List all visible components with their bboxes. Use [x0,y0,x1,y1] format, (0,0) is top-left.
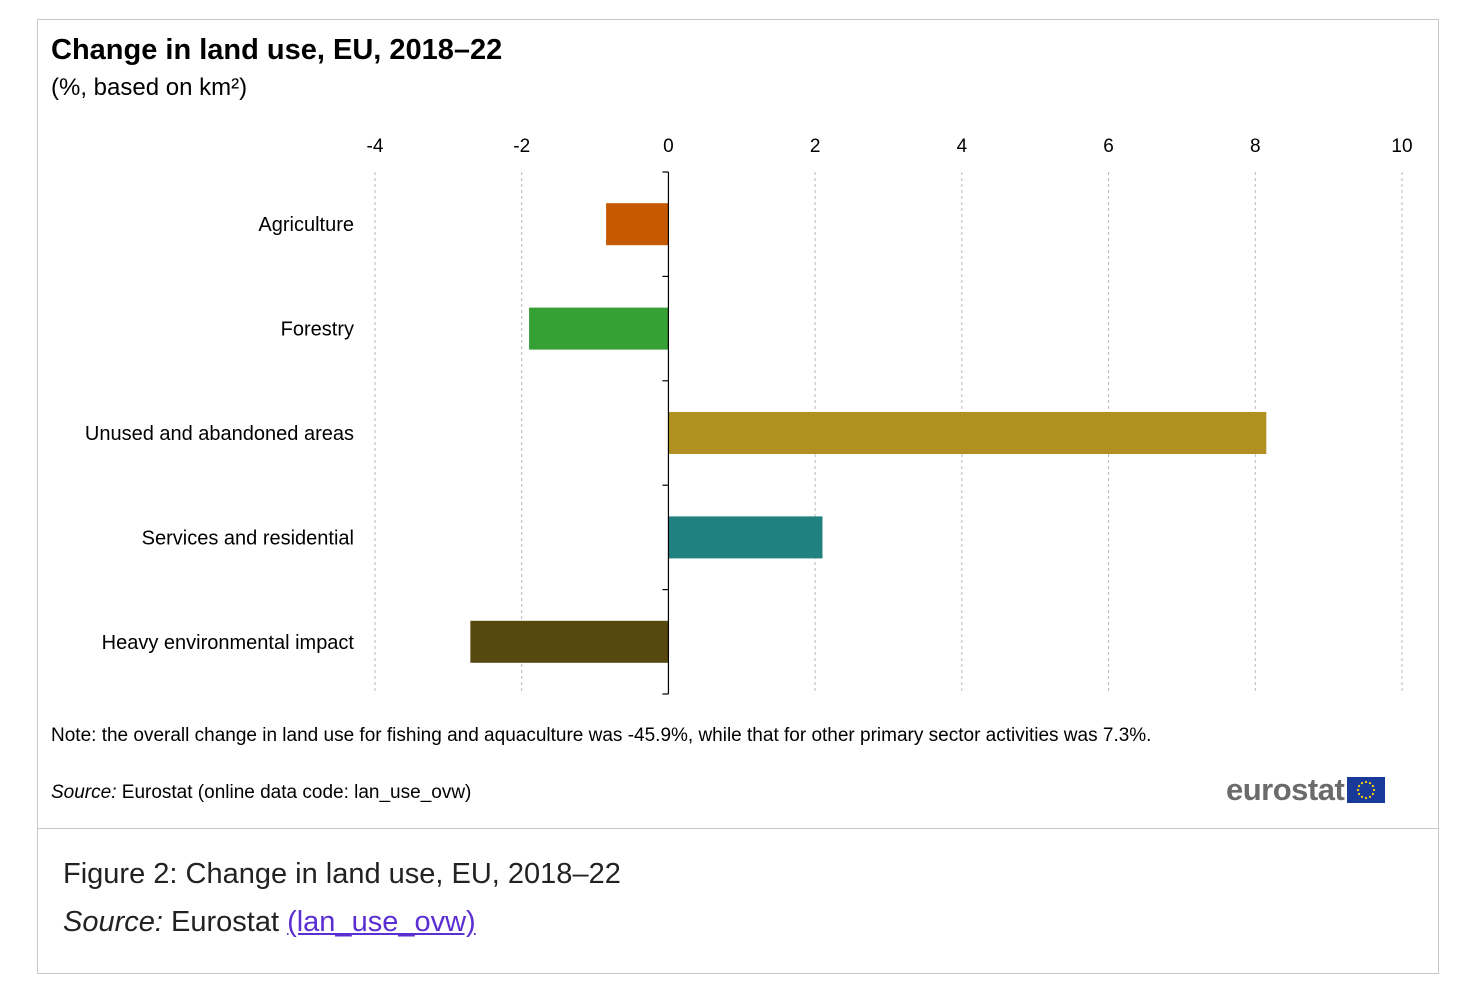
figure-caption-source: Source: Eurostat (lan_use_ovw) [63,906,476,939]
lan-use-ovw-link[interactable]: (lan_use_ovw) [287,906,476,938]
bar [470,620,669,663]
x-tick-label: 0 [663,136,674,157]
x-tick-label: 10 [1391,136,1412,157]
category-label: Services and residential [142,527,354,549]
caption-divider [37,828,1439,829]
x-tick-label: 8 [1250,136,1261,157]
caption-source-text: Eurostat [171,906,280,938]
chart-source: Source: Eurostat (online data code: lan_… [51,782,471,804]
x-tick-label: -2 [513,136,530,157]
category-label: Forestry [281,319,354,341]
bar [529,307,669,350]
x-tick-label: 4 [957,136,968,157]
chart-note: Note: the overall change in land use for… [51,725,1152,746]
bar [606,203,669,246]
chart-source-label: Source: [51,782,117,803]
bar [668,516,823,559]
chart-subtitle: (%, based on km²) [51,74,248,101]
x-tick-label: -4 [367,136,384,157]
x-tick-label: 2 [810,136,821,157]
figure-frame [37,19,1439,974]
chart-title: Change in land use, EU, 2018–22 [51,34,503,66]
eu-flag-icon [1347,777,1386,803]
category-label: Heavy environmental impact [102,632,355,654]
figure-caption: Figure 2: Change in land use, EU, 2018–2… [63,858,621,890]
chart-source-text: Eurostat (online data code: lan_use_ovw) [121,782,472,803]
eurostat-logo: eurostat [1226,772,1386,808]
x-tick-label: 6 [1103,136,1114,157]
eurostat-logo-text: eurostat [1226,772,1345,807]
caption-source-label: Source: [63,906,163,938]
category-label: Unused and abandoned areas [85,423,354,445]
bar [668,412,1267,454]
category-label: Agriculture [258,214,354,236]
